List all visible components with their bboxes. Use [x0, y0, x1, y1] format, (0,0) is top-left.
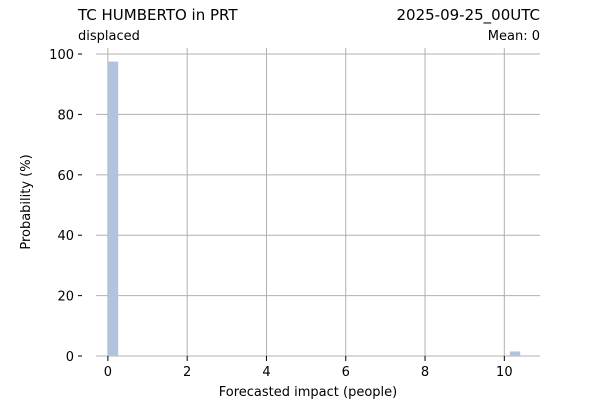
mean-label: Mean: 0: [488, 29, 540, 44]
y-tick-label: 80: [57, 108, 74, 123]
bar: [107, 61, 119, 357]
y-ticks: 0 20 40 60 80 100: [49, 48, 82, 365]
y-tick-label: 100: [49, 48, 74, 63]
y-tick-label: 0: [66, 350, 74, 365]
chart-title: TC HUMBERTO in PRT: [77, 6, 238, 24]
x-tick-label: 0: [104, 365, 112, 380]
x-tick-label: 10: [496, 365, 513, 380]
x-axis-label: Forecasted impact (people): [219, 385, 397, 400]
forecast-date-label: 2025-09-25_00UTC: [397, 6, 541, 25]
y-tick-label: 20: [57, 290, 74, 305]
y-tick-label: 60: [57, 169, 74, 184]
y-tick-label: 40: [57, 229, 74, 244]
bar: [509, 351, 521, 356]
bars: [107, 61, 521, 357]
grid: [96, 48, 540, 357]
x-tick-label: 6: [342, 365, 350, 380]
x-tick-label: 2: [183, 365, 191, 380]
x-ticks: 0 2 4 6 8 10: [104, 356, 513, 380]
x-tick-label: 8: [421, 365, 429, 380]
chart-subtitle: displaced: [78, 29, 140, 44]
y-axis-label: Probability (%): [19, 154, 34, 249]
x-tick-label: 4: [262, 365, 270, 380]
